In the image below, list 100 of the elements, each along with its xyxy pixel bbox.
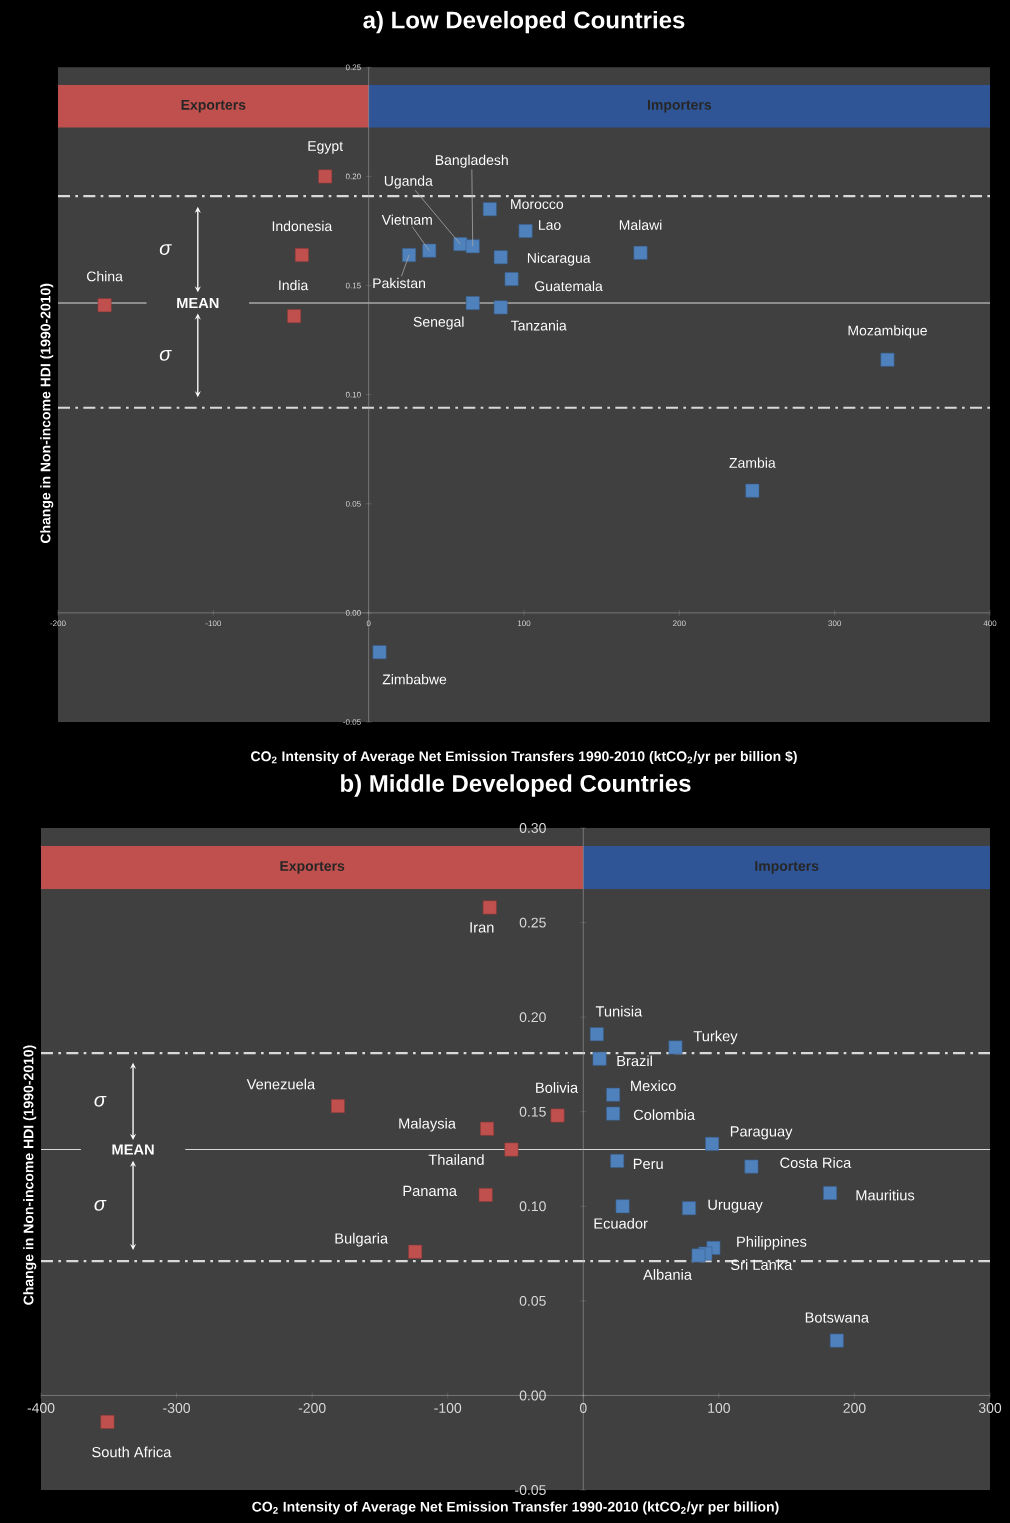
x-tick-label: -400 bbox=[27, 1403, 55, 1413]
x-tick-label: -100 bbox=[434, 1403, 462, 1413]
point bbox=[480, 1121, 494, 1136]
band-label: Exporters bbox=[280, 861, 345, 874]
point bbox=[705, 1136, 720, 1151]
annotation: Indonesia bbox=[272, 220, 333, 232]
x-tick-label: 200 bbox=[673, 620, 686, 627]
annotation: Sri Lanka bbox=[731, 1259, 793, 1270]
annotation: Uruguay bbox=[708, 1199, 763, 1213]
point bbox=[615, 1199, 630, 1214]
annotation: σ bbox=[94, 1095, 107, 1107]
y-axis-title: Change in Non-income HDI (1990-2010) bbox=[23, 1045, 37, 1305]
x-tick-label: -200 bbox=[298, 1403, 326, 1413]
annotation: Thailand bbox=[428, 1154, 484, 1165]
annotation: Tunisia bbox=[595, 1005, 643, 1017]
annotation: Turkey bbox=[693, 1030, 738, 1045]
annotation: Venezuela bbox=[246, 1078, 316, 1090]
point bbox=[668, 1040, 683, 1055]
annotation: Mozambique bbox=[848, 325, 927, 339]
y-tick-label: 0.20 bbox=[345, 173, 361, 180]
y-tick-label: 0.00 bbox=[345, 610, 361, 616]
y-tick-label: 0.10 bbox=[519, 1201, 546, 1212]
point bbox=[633, 245, 648, 260]
annotation: Bangladesh bbox=[435, 154, 508, 168]
point bbox=[465, 239, 480, 254]
annotation: Zimbabwe bbox=[382, 674, 447, 685]
point bbox=[606, 1087, 621, 1102]
annotation: Malaysia bbox=[399, 1117, 456, 1132]
y-tick-label: 0.00 bbox=[519, 1390, 546, 1401]
x-tick-label: -200 bbox=[50, 620, 66, 627]
point bbox=[880, 352, 895, 367]
point bbox=[504, 1142, 519, 1157]
point bbox=[829, 1333, 844, 1348]
y-tick-label: 0.10 bbox=[345, 391, 361, 398]
point bbox=[589, 1027, 604, 1042]
point bbox=[606, 1106, 621, 1121]
point bbox=[372, 645, 387, 660]
point bbox=[745, 483, 760, 498]
point bbox=[465, 296, 480, 310]
band-label: Importers bbox=[647, 100, 712, 113]
point bbox=[504, 272, 519, 286]
annotation: Malawi bbox=[619, 219, 662, 230]
point bbox=[610, 1153, 625, 1168]
ref-line-label: MEAN bbox=[112, 1144, 154, 1155]
annotation: Zambia bbox=[729, 457, 776, 468]
x-tick-label: -300 bbox=[163, 1403, 191, 1413]
annotation: Colombia bbox=[633, 1109, 696, 1121]
point bbox=[482, 202, 497, 217]
point bbox=[287, 309, 302, 324]
annotation: Philippines bbox=[737, 1236, 807, 1250]
annotation: Morocco bbox=[511, 199, 564, 210]
x-axis-title: CO$_{2}$ Intensity of Average Net Emission Transfer 1990-2010 (ktCO$_{2}$/yr per billion) bbox=[252, 1501, 779, 1515]
band-label: Exporters bbox=[181, 100, 246, 113]
y-tick-label: -0.05 bbox=[515, 1485, 546, 1495]
chart-title: b) Middle Developed Countries bbox=[341, 774, 691, 797]
annotation: Uganda bbox=[384, 175, 433, 189]
point bbox=[97, 298, 112, 313]
y-tick-label: 0.15 bbox=[519, 1106, 546, 1117]
band-label: Importers bbox=[755, 861, 819, 874]
annotation: Botswana bbox=[805, 1312, 870, 1323]
annotation: Egypt bbox=[308, 141, 343, 154]
y-tick-label: 0.30 bbox=[519, 823, 546, 833]
y-tick-label: 0.05 bbox=[345, 500, 361, 507]
point bbox=[478, 1188, 493, 1202]
point bbox=[682, 1201, 696, 1216]
point bbox=[823, 1186, 837, 1200]
point bbox=[422, 243, 437, 258]
x-tick-label: 400 bbox=[983, 620, 997, 627]
annotation: Ecuador bbox=[594, 1217, 648, 1229]
point bbox=[318, 169, 333, 184]
x-axis-title: CO$_{2}$ Intensity of Average Net Emission Transfers 1990-2010 (ktCO$_{2}$/yr per billion $) bbox=[251, 750, 797, 765]
y-tick-label: 0.20 bbox=[519, 1012, 546, 1023]
annotation: σ bbox=[159, 350, 172, 361]
point bbox=[493, 300, 508, 315]
annotation: σ bbox=[159, 244, 172, 255]
y-axis-title: Change in Non-income HDI (1990-2010) bbox=[40, 283, 54, 544]
point bbox=[493, 250, 508, 265]
annotation: Brazil bbox=[617, 1055, 652, 1067]
x-tick-label: 100 bbox=[708, 1403, 730, 1413]
y-tick-label: 0.15 bbox=[345, 282, 361, 289]
annotation: Peru bbox=[633, 1158, 663, 1170]
annotation: Albania bbox=[643, 1269, 692, 1280]
y-tick-label: 0.25 bbox=[519, 917, 546, 928]
point bbox=[518, 224, 533, 238]
point bbox=[592, 1051, 607, 1066]
annotation: China bbox=[87, 271, 123, 282]
x-tick-label: 0 bbox=[366, 620, 371, 627]
point bbox=[550, 1108, 565, 1123]
y-tick-label: 0.25 bbox=[345, 64, 361, 71]
ref-line-label: MEAN bbox=[177, 297, 219, 309]
point bbox=[294, 248, 309, 262]
annotation: India bbox=[279, 279, 309, 291]
annotation: Tanzania bbox=[511, 320, 567, 331]
annotation: Mauritius bbox=[856, 1189, 915, 1201]
x-tick-label: 300 bbox=[828, 620, 842, 627]
annotation: Guatemala bbox=[535, 280, 603, 292]
annotation: Senegal bbox=[413, 316, 464, 330]
annotation: Nicaragua bbox=[527, 252, 591, 266]
point bbox=[744, 1159, 759, 1174]
point bbox=[691, 1248, 706, 1263]
